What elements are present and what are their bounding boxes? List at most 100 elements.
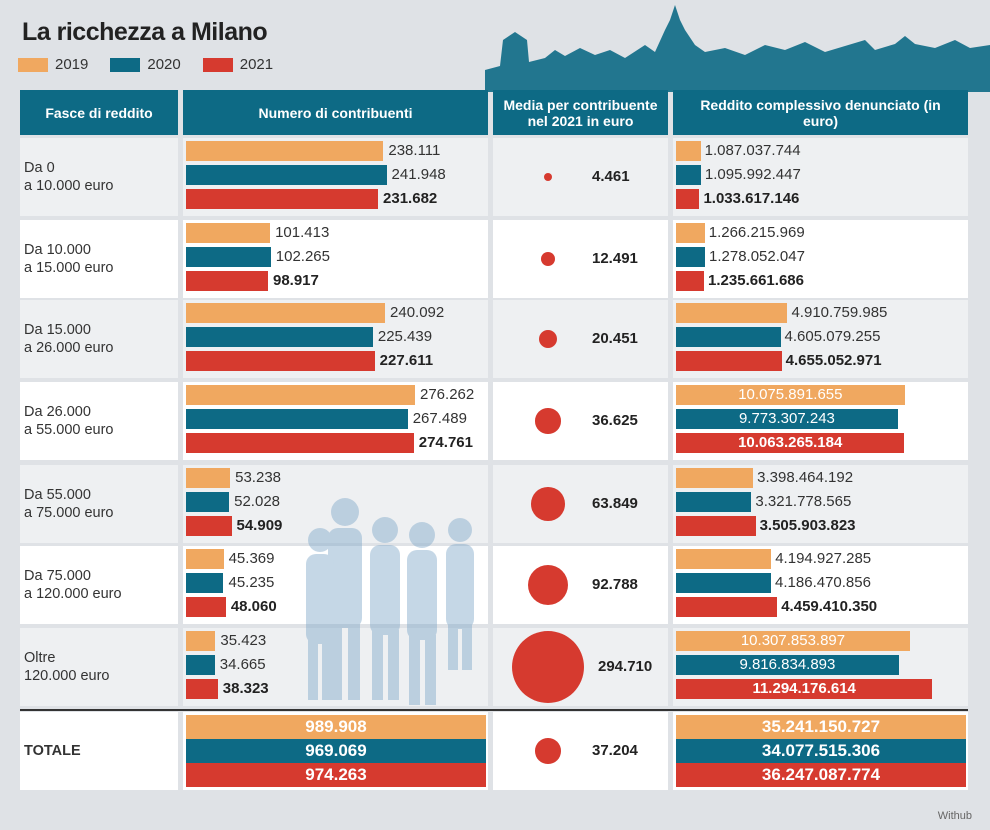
total-row: TOTALE 989.908 35.241.150.727 969.069 34.077… — [20, 709, 968, 790]
contributors-bar-2021 — [186, 351, 375, 371]
contributors-value: 238.111 — [388, 142, 441, 159]
income-value: 1.087.037.744 — [704, 142, 801, 159]
contributors-value: 101.413 — [275, 224, 330, 241]
table-row: Oltre 120.000 euro 35.423 10.307.853.897 34.… — [20, 628, 968, 706]
income-value: 9.773.307.243 — [738, 410, 835, 427]
average-value: 12.491 — [592, 250, 638, 267]
income-bar-2020 — [676, 573, 772, 593]
average-cell — [493, 465, 668, 543]
income-bar-2020 — [676, 165, 701, 185]
table-row: Da 26.000 a 55.000 euro 276.262 10.075.891.… — [20, 382, 968, 460]
band-label: Da 26.000 a 55.000 euro — [24, 404, 114, 438]
contributors-bar-2021 — [186, 679, 218, 699]
income-bar-2020 — [676, 327, 781, 347]
contributors-cell — [183, 628, 488, 706]
income-value: 4.605.079.255 — [784, 328, 881, 345]
income-bar-2021 — [676, 516, 756, 536]
income-bar-2021 — [676, 271, 705, 291]
band-label: TOTALE — [24, 743, 81, 759]
contributors-bar-2021 — [186, 597, 226, 617]
income-value: 3.398.464.192 — [757, 469, 854, 486]
average-circle — [538, 329, 558, 349]
average-value: 63.849 — [592, 495, 638, 512]
contributors-bar-2021 — [186, 516, 232, 536]
contributors-value: 98.917 — [272, 272, 319, 289]
contributors-value: 38.323 — [222, 680, 269, 697]
income-cell — [673, 220, 968, 298]
income-bar-2019 — [676, 223, 705, 243]
band-label: Da 10.000 a 15.000 euro — [24, 242, 114, 276]
contributors-value: 227.611 — [379, 352, 434, 369]
table-row: Da 15.000 a 26.000 euro 240.092 4.910.759.9… — [20, 300, 968, 378]
income-bar-2019 — [676, 385, 905, 405]
contributors-value: 969.069 — [305, 741, 367, 760]
band-label: Da 75.000 a 120.000 euro — [24, 568, 122, 602]
contributors-value: 35.423 — [220, 632, 267, 649]
contributors-value: 240.092 — [390, 304, 445, 321]
contributors-value: 241.948 — [391, 166, 446, 183]
contributors-value: 45.369 — [228, 550, 275, 567]
legend: 2019 2020 2021 — [18, 56, 273, 73]
income-bar-2020 — [676, 492, 752, 512]
average-circle — [531, 487, 565, 521]
header-contributors: Numero di contribuenti — [183, 90, 488, 135]
income-value: 1.235.661.686 — [708, 272, 804, 289]
contributors-value: 225.439 — [377, 328, 433, 345]
average-circle — [535, 408, 561, 434]
income-value: 4.459.410.350 — [781, 598, 878, 615]
legend-item-2020: 2020 — [110, 56, 181, 73]
contributors-bar-2020 — [186, 492, 230, 512]
income-bar-2021 — [676, 597, 778, 617]
milan-skyline-illustration — [485, 5, 990, 92]
band-cell: Da 75.000 a 120.000 euro — [20, 546, 178, 624]
contributors-value: 267.489 — [412, 410, 467, 427]
contributors-bar-2020 — [186, 655, 215, 675]
average-cell — [493, 220, 668, 298]
average-value: 294.710 — [598, 658, 653, 675]
income-value: 10.307.853.897 — [740, 632, 846, 649]
contributors-bar-2019 — [186, 223, 271, 243]
income-value: 3.321.778.565 — [755, 493, 852, 510]
table-row: Da 55.000 a 75.000 euro 53.238 3.398.464.19… — [20, 465, 968, 543]
income-bar-2020 — [676, 247, 705, 267]
income-value: 1.278.052.047 — [709, 248, 805, 265]
band-cell: Da 15.000 a 26.000 euro — [20, 300, 178, 378]
income-value: 4.194.927.285 — [775, 550, 872, 567]
income-value: 4.655.052.971 — [785, 352, 882, 369]
contributors-value: 53.238 — [235, 469, 282, 486]
contributors-value: 974.263 — [305, 765, 367, 784]
contributors-value: 231.682 — [383, 190, 438, 207]
band-cell: Da 10.000 a 15.000 euro — [20, 220, 178, 298]
contributors-value: 274.761 — [418, 434, 473, 451]
band-cell: Oltre 120.000 euro — [20, 628, 178, 706]
income-bar-2021 — [676, 763, 966, 787]
contributors-value: 54.909 — [236, 517, 283, 534]
legend-item-2019: 2019 — [18, 56, 88, 73]
average-cell — [493, 712, 668, 790]
people-silhouettes-illustration — [306, 498, 474, 705]
contributors-value: 276.262 — [420, 386, 475, 403]
income-value: 1.033.617.146 — [703, 190, 800, 207]
band-label: Oltre 120.000 euro — [24, 650, 110, 684]
income-bar-2020 — [676, 409, 898, 429]
header-total-income: Reddito complessivo denunciato (in euro) — [673, 90, 968, 135]
contributors-bar-2020 — [186, 573, 224, 593]
income-bar-2019 — [676, 549, 772, 569]
income-bar-2021 — [676, 189, 700, 209]
contributors-value: 989.908 — [305, 717, 367, 736]
income-bar-2019 — [676, 631, 910, 651]
contributors-bar-2021 — [186, 271, 268, 291]
average-circle — [543, 172, 553, 182]
contributors-bar-2019 — [186, 141, 384, 161]
average-value: 20.451 — [592, 330, 638, 347]
average-value: 36.625 — [592, 412, 638, 429]
income-value: 4.910.759.985 — [791, 304, 888, 321]
average-circle — [527, 564, 569, 606]
income-cell — [673, 138, 968, 216]
contributors-bar-2020 — [186, 739, 486, 763]
income-value: 3.505.903.823 — [759, 517, 856, 534]
contributors-bar-2019 — [186, 385, 415, 405]
contributors-value: 45.235 — [228, 574, 275, 591]
average-value: 92.788 — [592, 576, 638, 593]
